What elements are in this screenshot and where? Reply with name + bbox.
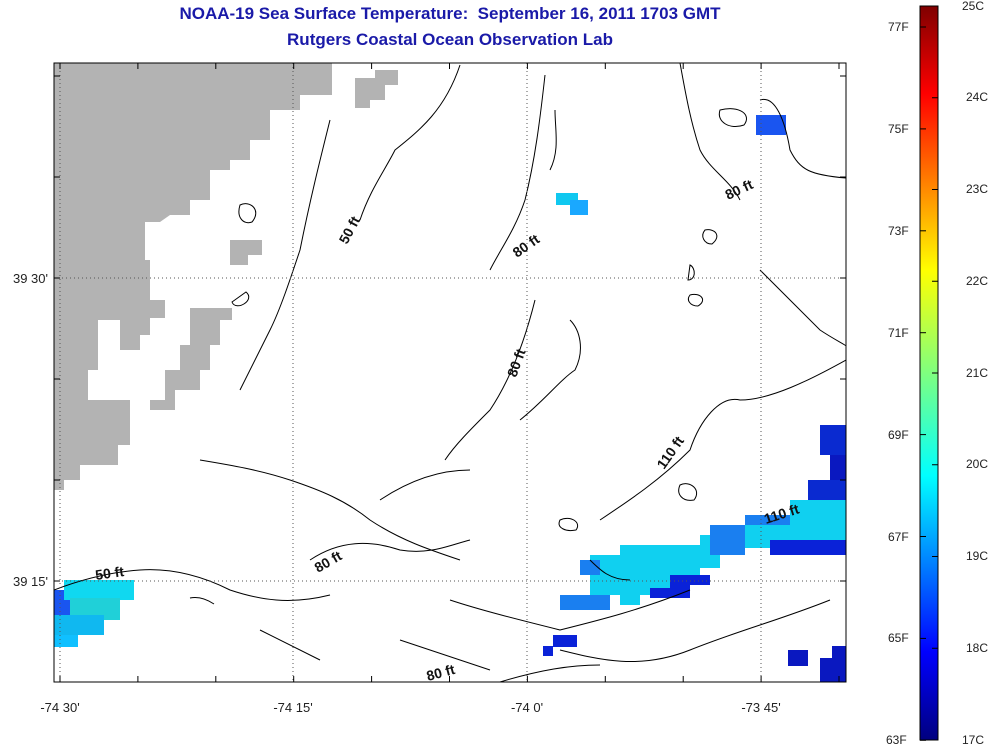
land-mass bbox=[54, 63, 398, 490]
cb-celsius-label: 23C bbox=[966, 182, 988, 196]
latitude-labels: 39 30' 39 15' bbox=[13, 271, 48, 589]
contour-label: 80 ft bbox=[510, 231, 543, 261]
cb-fahrenheit-label: 77F bbox=[888, 20, 909, 34]
contour-label: 110 ft bbox=[653, 433, 687, 472]
longitude-labels: -74 30' -74 15' -74 0' -73 45' bbox=[40, 700, 780, 715]
map-title: NOAA-19 Sea Surface Temperature: Septemb… bbox=[179, 4, 721, 23]
cb-celsius-label: 20C bbox=[966, 457, 988, 471]
lon-tick-label: -74 15' bbox=[273, 700, 312, 715]
cb-fahrenheit-label: 65F bbox=[888, 631, 909, 645]
colorbar-fahrenheit-labels: 77F 75F 73F 71F 69F 67F 65F 63F bbox=[886, 20, 909, 747]
cb-fahrenheit-label: 63F bbox=[886, 733, 907, 747]
lat-tick-label: 39 15' bbox=[13, 574, 48, 589]
lon-tick-label: -74 0' bbox=[511, 700, 543, 715]
lon-tick-label: -74 30' bbox=[40, 700, 79, 715]
axis-ticks bbox=[54, 63, 846, 683]
map-subtitle: Rutgers Coastal Ocean Observation Lab bbox=[287, 30, 613, 49]
cb-celsius-label: 21C bbox=[966, 366, 988, 380]
cb-celsius-label: 25C bbox=[962, 0, 984, 13]
contour-label: 80 ft bbox=[504, 346, 529, 379]
cb-fahrenheit-label: 71F bbox=[888, 326, 909, 340]
lat-tick-label: 39 30' bbox=[13, 271, 48, 286]
bathymetry-contours bbox=[54, 63, 846, 682]
cb-celsius-label: 19C bbox=[966, 549, 988, 563]
cb-fahrenheit-label: 67F bbox=[888, 530, 909, 544]
cb-fahrenheit-label: 69F bbox=[888, 428, 909, 442]
graticule bbox=[54, 63, 846, 682]
lon-tick-label: -73 45' bbox=[741, 700, 780, 715]
colorbar-celsius-labels: 25C 24C 23C 22C 21C 20C 19C 18C 17C bbox=[962, 0, 988, 747]
colorbar: 25C 24C 23C 22C 21C 20C 19C 18C 17C 77F … bbox=[886, 0, 988, 747]
cb-celsius-label: 18C bbox=[966, 641, 988, 655]
cb-fahrenheit-label: 73F bbox=[888, 224, 909, 238]
sst-pixels bbox=[54, 115, 846, 682]
contour-label: 50 ft bbox=[336, 213, 364, 246]
contour-label: 80 ft bbox=[425, 661, 457, 684]
contour-label: 50 ft bbox=[94, 563, 125, 583]
contour-labels: 50 ft 80 ft 80 ft 80 ft 110 ft 110 ft 50… bbox=[94, 176, 801, 684]
cb-celsius-label: 17C bbox=[962, 733, 984, 747]
cb-celsius-label: 22C bbox=[966, 274, 988, 288]
cb-celsius-label: 24C bbox=[966, 90, 988, 104]
cb-fahrenheit-label: 75F bbox=[888, 122, 909, 136]
contour-label: 80 ft bbox=[312, 547, 345, 575]
